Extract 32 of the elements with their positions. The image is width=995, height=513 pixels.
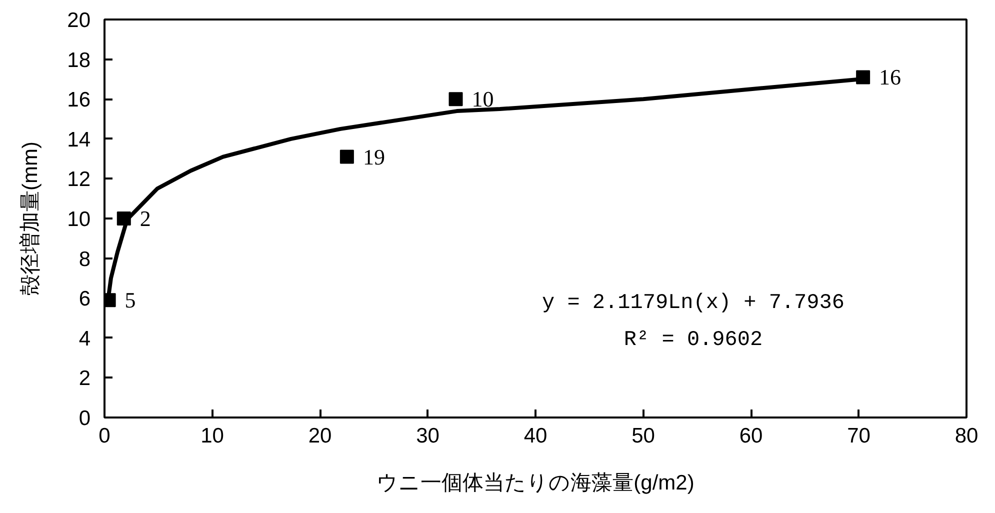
annotation: 16 [879, 64, 902, 90]
y-axis-title: 殻径増加量(mm) [18, 142, 42, 296]
x-tick-label: 10 [200, 424, 224, 448]
y-tick-label: 2 [78, 367, 91, 390]
annotation: 2 [140, 206, 151, 231]
annotation: R² = 0.9602 [624, 329, 763, 352]
point [856, 70, 870, 84]
x-axis-title: ウニ一個体当たりの海藻量(g/m2) [376, 472, 694, 494]
x-tick-label: 80 [954, 424, 978, 448]
y-tick-label: 18 [67, 48, 90, 72]
annotation: 5 [124, 288, 136, 313]
x-tick-label: 40 [524, 424, 548, 448]
y-tick-label: 20 [67, 9, 90, 32]
y-tick-label: 6 [78, 288, 91, 311]
y-tick-label: 10 [67, 208, 90, 231]
point [340, 150, 354, 164]
x-tick-label: 20 [308, 424, 332, 448]
x-tick-label: 30 [416, 424, 440, 448]
annotation: 10 [472, 86, 494, 112]
y-tick-label: 8 [78, 248, 91, 271]
annotation: y = 2.1179Ln(x) + 7.7936 [542, 292, 844, 316]
annotation: 19 [362, 144, 385, 170]
y-tick-label: 16 [67, 88, 90, 112]
y-tick-label: 4 [78, 327, 91, 350]
x-tick-label: 70 [847, 424, 870, 448]
x-tick-label: 50 [632, 424, 655, 448]
point [448, 92, 463, 106]
x-tick-label: 0 [98, 424, 110, 448]
y-tick-label: 0 [78, 407, 91, 430]
x-tick-label: 60 [739, 424, 763, 448]
y-tick-label: 12 [67, 168, 90, 192]
y-tick-label: 14 [67, 128, 91, 152]
